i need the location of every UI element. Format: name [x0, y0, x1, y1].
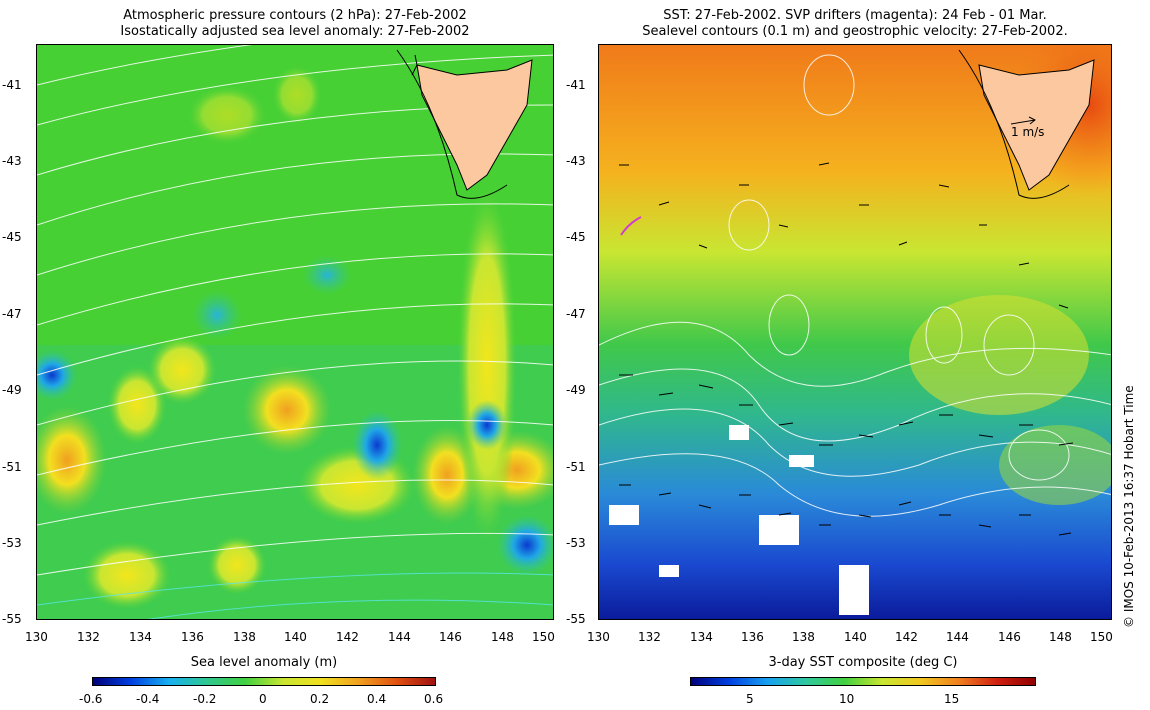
lon-tick: 132	[77, 630, 100, 644]
lon-tick: 142	[336, 630, 359, 644]
lat-tick: -43	[2, 154, 22, 168]
lat-tick: -51	[2, 460, 22, 474]
lon-tick: 136	[181, 630, 204, 644]
lat-tick: -55	[566, 612, 586, 626]
lon-tick: 148	[1049, 630, 1072, 644]
lon-tick: 144	[946, 630, 969, 644]
lon-tick: 134	[690, 630, 713, 644]
colorbar-tick: 0.4	[367, 692, 387, 706]
sea-level-colorbar-label: Sea level anomaly (m)	[190, 655, 338, 670]
sea-level-colorbar	[92, 677, 436, 686]
right-title-line1: SST: 27-Feb-2002. SVP drifters (magenta)…	[663, 8, 1047, 23]
lat-tick: -53	[2, 536, 22, 550]
lat-tick: -45	[566, 230, 586, 244]
vector-scale-label: 1 m/s	[1011, 125, 1045, 139]
lon-tick: 134	[129, 630, 152, 644]
right-title-line2: Sealevel contours (0.1 m) and geostrophi…	[642, 24, 1068, 39]
colorbar-tick: -0.2	[193, 692, 217, 706]
lon-tick: 144	[388, 630, 411, 644]
lon-tick: 138	[233, 630, 256, 644]
lat-tick: -47	[2, 307, 22, 321]
right-map-title: SST: 27-Feb-2002. SVP drifters (magenta)…	[598, 8, 1112, 40]
colorbar-tick: 10	[839, 692, 855, 706]
lon-tick: 138	[792, 630, 815, 644]
lon-tick: 136	[741, 630, 764, 644]
lat-tick: -51	[566, 460, 586, 474]
colorbar-tick: -0.6	[79, 692, 103, 706]
left-title-line1: Atmospheric pressure contours (2 hPa): 2…	[123, 8, 467, 23]
lon-tick: 148	[491, 630, 514, 644]
lon-tick: 140	[844, 630, 867, 644]
lon-tick: 150	[532, 630, 555, 644]
lat-tick: -45	[2, 230, 22, 244]
lat-tick: -41	[2, 78, 22, 92]
colorbar-tick: -0.4	[136, 692, 160, 706]
sst-colorbar-label: 3-day SST composite (deg C)	[768, 655, 958, 670]
lat-tick: -41	[566, 78, 586, 92]
lon-tick: 142	[895, 630, 918, 644]
lon-tick: 132	[638, 630, 661, 644]
lat-tick: -43	[566, 154, 586, 168]
lon-tick: 140	[284, 630, 307, 644]
vector-scale-arrow	[1010, 116, 1036, 125]
lon-tick: 150	[1090, 630, 1113, 644]
lon-tick: 130	[587, 630, 610, 644]
sst-colorbar	[690, 677, 1036, 686]
sea-level-anomaly-map	[36, 44, 554, 620]
lat-tick: -49	[2, 383, 22, 397]
colorbar-tick: 5	[746, 692, 754, 706]
sst-map: 1 m/s	[598, 44, 1112, 620]
left-map-title: Atmospheric pressure contours (2 hPa): 2…	[36, 8, 554, 40]
colorbar-tick: 0.6	[424, 692, 444, 706]
lat-tick: -49	[566, 383, 586, 397]
lat-tick: -47	[566, 307, 586, 321]
imos-credit: © IMOS 10-Feb-2013 16:37 Hobart Time	[1122, 385, 1136, 628]
lat-tick: -53	[566, 536, 586, 550]
lat-tick: -55	[2, 612, 22, 626]
lon-tick: 130	[25, 630, 48, 644]
colorbar-tick: 15	[944, 692, 960, 706]
left-title-line2: Isostatically adjusted sea level anomaly…	[120, 24, 470, 39]
colorbar-tick: 0.2	[310, 692, 330, 706]
colorbar-tick: 0	[259, 692, 267, 706]
svp-drifter-track	[620, 216, 642, 236]
lon-tick: 146	[439, 630, 462, 644]
lon-tick: 146	[998, 630, 1021, 644]
